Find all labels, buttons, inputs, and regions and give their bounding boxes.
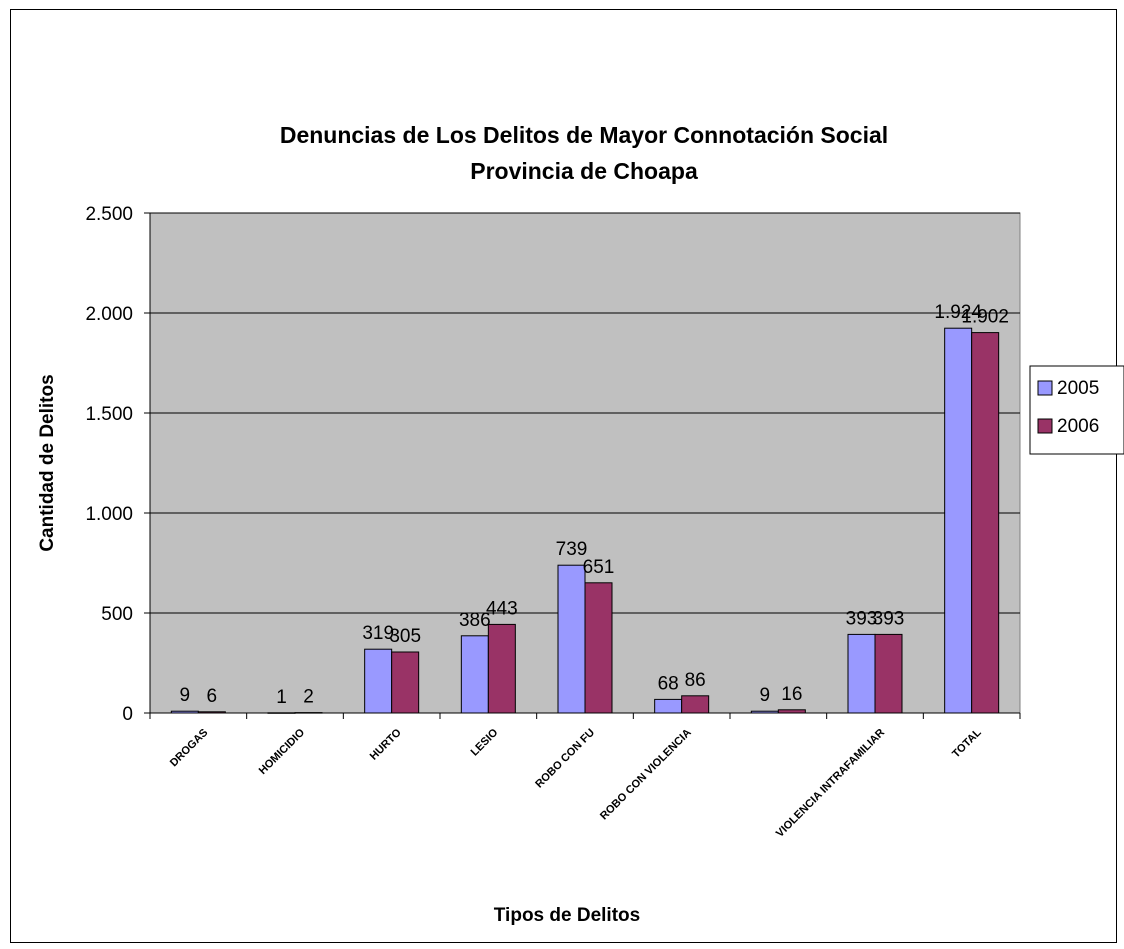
- bar-2006: [681, 695, 710, 714]
- data-label: 16: [781, 684, 802, 705]
- y-tick-label: 500: [101, 604, 133, 625]
- data-label: 651: [583, 557, 615, 578]
- data-label: 1.924: [934, 302, 982, 323]
- data-label: 6: [207, 686, 218, 707]
- gridlines: [150, 212, 1020, 614]
- y-tick-label: 2.000: [85, 304, 133, 325]
- x-category-label: ROBO CON VIOLENCIA: [598, 727, 694, 823]
- data-label: 393: [873, 608, 905, 629]
- bar-2005: [460, 635, 489, 714]
- legend-swatch-2006: [1037, 418, 1053, 434]
- legend-label-2005: 2005: [1057, 378, 1099, 399]
- bar-2006: [971, 332, 1000, 714]
- bar-2006: [391, 651, 420, 714]
- data-label: 393: [846, 608, 878, 629]
- data-label: 319: [362, 623, 394, 644]
- data-label: 386: [459, 610, 491, 631]
- y-axis-title: Cantidad de Delitos: [37, 374, 58, 551]
- legend: 2005 2006: [1029, 365, 1124, 455]
- y-tick-label: 1.500: [85, 404, 133, 425]
- legend-label-2006: 2006: [1057, 416, 1099, 437]
- bars: [170, 327, 1000, 714]
- bar-2005: [654, 698, 683, 714]
- data-label: 9: [760, 685, 771, 706]
- data-label: 443: [486, 598, 518, 619]
- y-axis-ticks: 0 500 1.000 1.500 2.000 2.500: [85, 204, 150, 725]
- x-axis-categories: DROGAS HOMICIDIO HURTO LESIO ROBO CON FU ROBO…: [149, 713, 1021, 840]
- y-tick-label: 0: [122, 704, 133, 725]
- bar-2005: [557, 564, 586, 714]
- legend-swatch-2005: [1037, 380, 1053, 396]
- data-label: 1.902: [961, 307, 1009, 328]
- x-category-label: VIOLENCIA INTRAFAMILIAR: [774, 727, 887, 840]
- x-category-label: ROBO CON FU: [533, 727, 597, 791]
- x-category-label: TOTAL: [950, 726, 984, 760]
- data-label: 9: [180, 685, 191, 706]
- data-label: 86: [685, 670, 706, 691]
- data-label: 305: [389, 626, 421, 647]
- bar-2005: [944, 327, 973, 714]
- bar-2006: [487, 623, 516, 714]
- bar-2005: [364, 648, 393, 714]
- data-label: 68: [658, 673, 679, 694]
- y-tick-label: 1.000: [85, 504, 133, 525]
- y-tick-label: 2.500: [85, 204, 133, 225]
- data-label: 2: [303, 687, 314, 708]
- data-label: 1: [276, 687, 287, 708]
- x-category-label: HOMICIDIO: [257, 726, 308, 777]
- data-label: 739: [556, 539, 588, 560]
- x-axis-title: Tipos de Delitos: [494, 905, 640, 926]
- bar-2006: [584, 582, 613, 714]
- bar-2006: [874, 633, 903, 714]
- chart-title-line2: Provincia de Choapa: [470, 158, 698, 184]
- x-category-label: LESIO: [469, 726, 501, 758]
- x-category-label: HURTO: [368, 726, 404, 762]
- bar-2005: [847, 633, 876, 714]
- x-category-label: DROGAS: [168, 727, 211, 770]
- chart-title-line1: Denuncias de Los Delitos de Mayor Connot…: [280, 122, 888, 148]
